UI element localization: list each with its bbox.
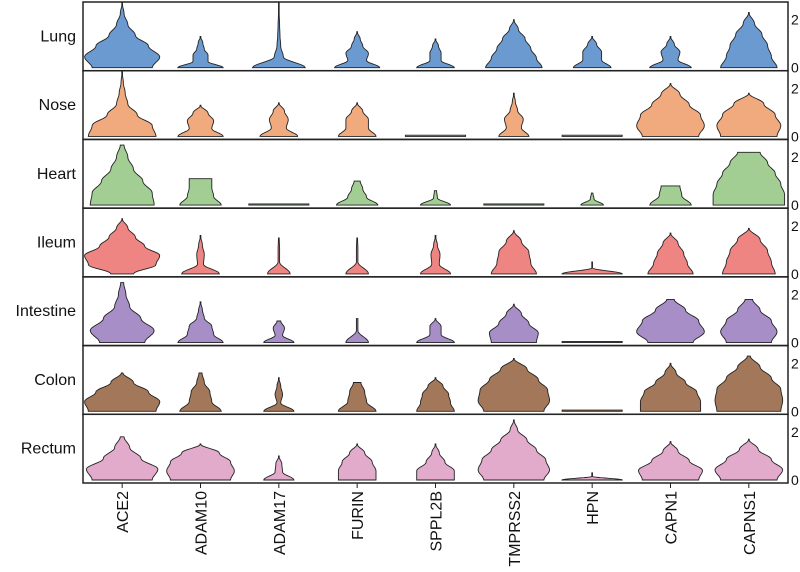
violin-lung-adam10 (177, 36, 224, 69)
violin-nose-capns1 (716, 92, 782, 137)
y-tick-label: 2 (791, 80, 799, 96)
violin-rectum-hpn (561, 472, 623, 481)
violin-heart-capn1 (649, 185, 692, 206)
violin-nose-capn1 (636, 83, 705, 137)
violin-nose-adam17 (259, 102, 299, 137)
violin-ileum-tmprss2 (490, 230, 537, 275)
y-tick-label: 0 (791, 335, 799, 351)
violin-nose-ace2 (87, 71, 157, 137)
row-label: Heart (37, 166, 77, 183)
violin-ileum-furin (345, 237, 369, 275)
y-tick-label: 0 (791, 472, 799, 488)
violin-colon-hpn (561, 409, 623, 412)
x-tick-label: FURIN (350, 491, 367, 540)
violin-intestine-sppl2b (416, 318, 455, 344)
row-label: Colon (34, 372, 76, 389)
violin-nose-hpn (561, 134, 623, 137)
violin-rectum-adam17 (263, 455, 295, 481)
violin-ileum-adam17 (267, 237, 291, 275)
x-tick-label: SPPL2B (429, 491, 446, 551)
violin-lung-sppl2b (416, 38, 455, 69)
y-tick-label: 0 (791, 197, 799, 213)
y-tick-label: 2 (791, 149, 799, 165)
violin-intestine-tmprss2 (488, 303, 539, 344)
violin-lung-ace2 (84, 2, 161, 69)
row-label: Intestine (16, 303, 77, 320)
violin-lung-capns1 (720, 12, 778, 69)
violin-lung-tmprss2 (485, 19, 543, 69)
violin-nose-sppl2b (404, 134, 467, 137)
violin-colon-sppl2b (416, 377, 455, 412)
violin-heart-tmprss2 (483, 203, 545, 206)
violin-nose-furin (337, 102, 377, 137)
violin-intestine-furin (345, 318, 369, 344)
y-tick-label: 0 (791, 403, 799, 419)
violin-ileum-capns1 (722, 227, 776, 275)
violin-ileum-hpn (561, 261, 623, 275)
row-label: Nose (39, 97, 76, 114)
violin-heart-capns1 (712, 151, 786, 206)
violin-ileum-capn1 (647, 232, 694, 275)
x-tick-label: ADAM17 (272, 491, 289, 555)
x-tick-label: ACE2 (115, 491, 132, 533)
x-tick-label: TMPRSS2 (507, 491, 524, 567)
violin-colon-adam10 (179, 372, 222, 412)
row-label: Ileum (37, 235, 76, 252)
violin-rectum-capns1 (714, 438, 784, 481)
violin-intestine-capn1 (636, 298, 705, 344)
violin-intestine-hpn (561, 340, 623, 344)
violin-lung-adam17 (251, 2, 307, 69)
x-tick-label: HPN (585, 491, 602, 525)
violin-colon-tmprss2 (477, 358, 551, 412)
y-tick-label: 2 (791, 424, 799, 440)
y-tick-label: 2 (791, 12, 799, 28)
violin-intestine-ace2 (89, 282, 155, 344)
violin-rectum-capn1 (638, 441, 703, 481)
violin-nose-adam10 (177, 104, 224, 137)
violin-nose-tmprss2 (498, 92, 530, 137)
y-tick-label: 0 (791, 128, 799, 144)
violin-heart-adam17 (248, 203, 310, 206)
violin-heart-ace2 (89, 144, 155, 206)
violin-rectum-ace2 (85, 436, 159, 481)
violin-intestine-adam10 (177, 301, 224, 344)
row-label: Lung (40, 28, 76, 45)
violin-lung-hpn (572, 36, 612, 69)
violin-ileum-ace2 (84, 218, 161, 275)
x-tick-label: CAPN1 (664, 491, 681, 544)
y-tick-label: 0 (791, 60, 799, 76)
violin-rectum-sppl2b (416, 443, 455, 481)
violin-colon-furin (337, 382, 377, 412)
violin-heart-sppl2b (420, 190, 451, 206)
y-tick-label: 2 (791, 287, 799, 303)
y-tick-label: 2 (791, 218, 799, 234)
violin-lung-furin (333, 31, 381, 69)
violin-heart-adam10 (179, 178, 222, 206)
violin-intestine-adam17 (263, 320, 295, 344)
violin-ileum-sppl2b (419, 235, 452, 275)
violin-rectum-furin (337, 443, 377, 481)
violin-rectum-adam10 (166, 443, 235, 481)
violin-rectum-tmprss2 (477, 419, 550, 481)
violin-ileum-adam10 (181, 235, 220, 275)
y-tick-label: 2 (791, 355, 799, 371)
violin-colon-capns1 (714, 355, 784, 412)
violin-heart-furin (335, 180, 379, 206)
x-tick-label: CAPNS1 (742, 491, 759, 555)
violin-intestine-capns1 (720, 298, 778, 344)
violin-colon-adam17 (263, 377, 295, 412)
violin-heart-hpn (580, 192, 604, 206)
violin-lung-capn1 (649, 36, 692, 69)
row-label: Rectum (21, 441, 76, 458)
violin-colon-capn1 (639, 362, 702, 412)
x-tick-label: ADAM10 (194, 491, 211, 555)
y-tick-label: 0 (791, 266, 799, 282)
violin-colon-ace2 (84, 372, 161, 412)
